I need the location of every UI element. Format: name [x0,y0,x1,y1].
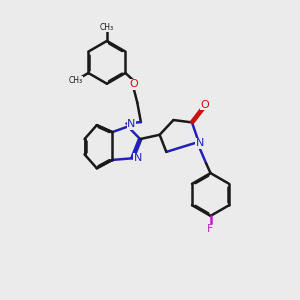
Text: CH₃: CH₃ [100,22,114,32]
Text: O: O [200,100,209,110]
Text: O: O [129,79,138,89]
Text: CH₃: CH₃ [68,76,82,85]
Text: N: N [127,119,136,129]
Text: N: N [196,138,204,148]
Text: F: F [207,224,214,234]
Text: N: N [134,153,142,163]
